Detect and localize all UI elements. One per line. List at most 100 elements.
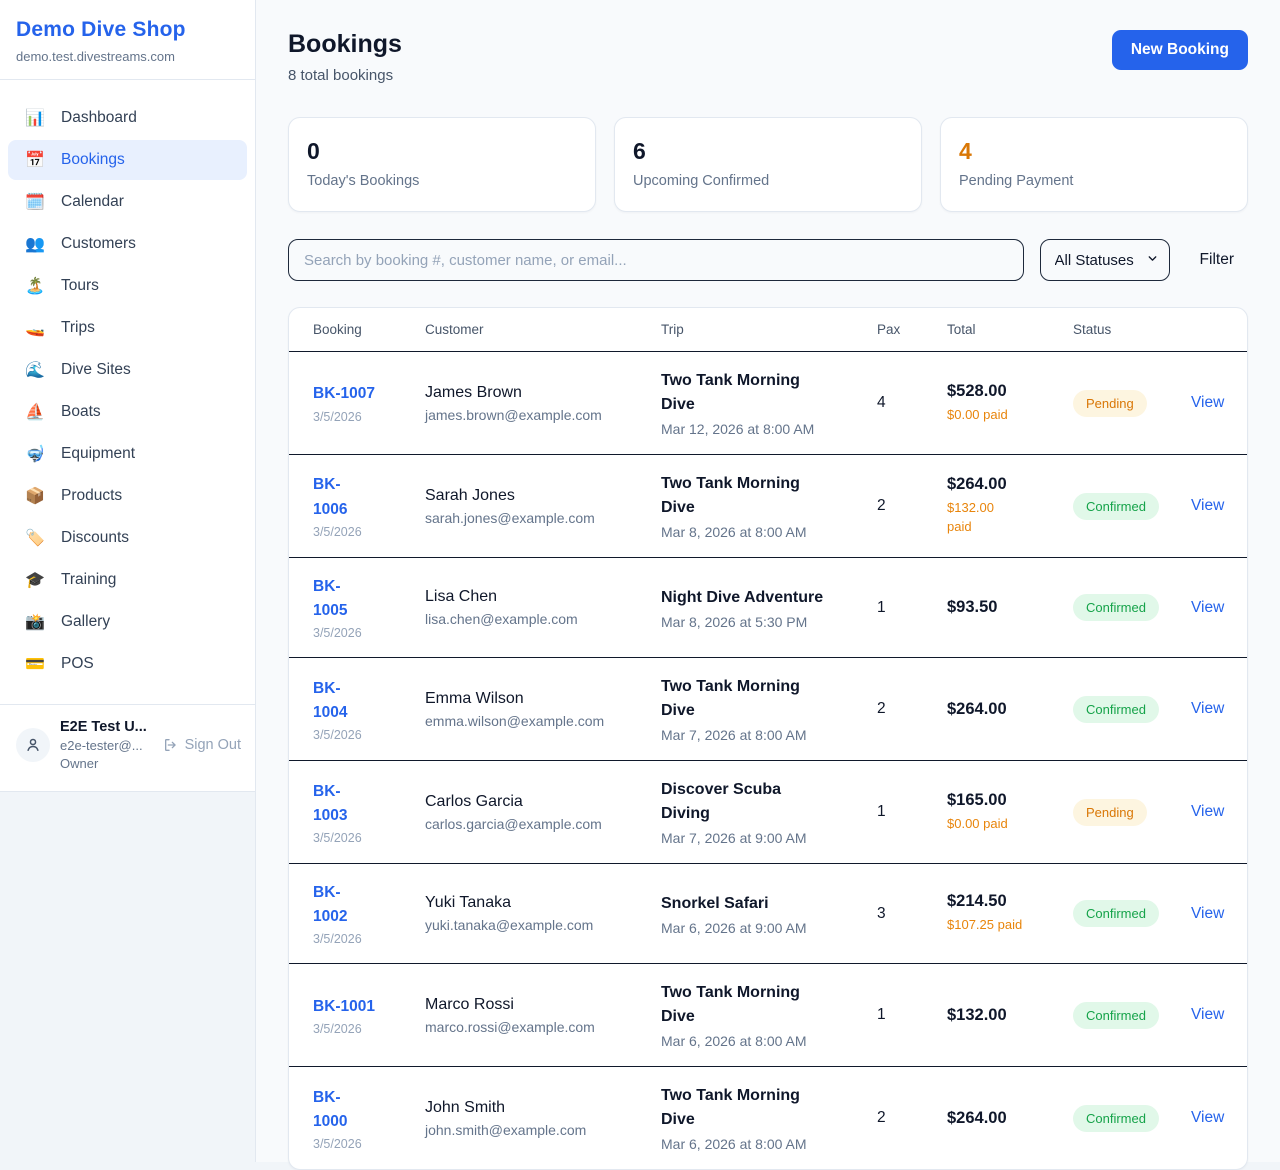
customer-cell: Lisa Chen lisa.chen@example.com <box>425 588 661 627</box>
pax-cell: 1 <box>877 1006 886 1024</box>
status-select[interactable]: All Statuses <box>1039 239 1170 281</box>
customer-name: James Brown <box>425 383 522 401</box>
booking-date: 3/5/2026 <box>313 932 362 947</box>
amount-paid: $0.00 paid <box>947 406 1008 422</box>
bookings-table: Booking Customer Trip Pax Total Status B… <box>288 307 1248 1170</box>
trip-cell: Two Tank Morning Dive Mar 8, 2026 at 8:0… <box>661 472 877 540</box>
sidebar-item-bookings[interactable]: 📅 Bookings <box>8 140 247 180</box>
booking-id-link[interactable]: BK- 1005 <box>313 578 348 620</box>
sidebar-item-products[interactable]: 📦 Products <box>25 487 123 505</box>
customer-cell: Marco Rossi marco.rossi@example.com <box>425 996 661 1035</box>
trip-datetime: Mar 6, 2026 at 9:00 AM <box>661 919 807 936</box>
view-link[interactable]: View <box>1191 700 1225 718</box>
column-header-customer: Customer <box>425 322 484 337</box>
booking-cell: BK- 1000 3/5/2026 <box>313 1086 425 1151</box>
amount-paid: $107.25 paid <box>947 917 1023 933</box>
column-header-status: Status <box>1073 322 1112 337</box>
sign-out-label: Sign Out <box>184 737 241 753</box>
sidebar-item-calendar[interactable]: 🗓️ Calendar <box>25 193 124 211</box>
pax-cell: 1 <box>877 803 886 821</box>
status-select-wrap: All Statuses <box>1039 239 1170 281</box>
stat-label: Upcoming Confirmed <box>633 173 770 189</box>
user-role: Owner <box>60 756 99 771</box>
booking-date: 3/5/2026 <box>313 830 362 845</box>
view-link[interactable]: View <box>1191 394 1225 411</box>
status-badge: Pending <box>1073 798 1147 826</box>
actions-cell: View <box>1191 803 1224 821</box>
total-cell: $264.00 $132.00 paid <box>947 475 1073 537</box>
trip-datetime: Mar 8, 2026 at 5:30 PM <box>661 613 808 630</box>
sidebar-item-pos[interactable]: 💳 POS <box>25 655 94 673</box>
status-cell: Confirmed <box>1073 594 1191 622</box>
pax-cell: 4 <box>877 394 886 411</box>
view-link[interactable]: View <box>1191 803 1225 821</box>
customer-name: John Smith <box>425 1098 506 1116</box>
trip-datetime: Mar 6, 2026 at 8:00 AM <box>661 1136 807 1153</box>
booking-cell: BK- 1004 3/5/2026 <box>313 677 425 742</box>
status-cell: Pending <box>1073 798 1191 826</box>
total-amount: $264.00 <box>947 475 1007 494</box>
booking-id-link[interactable]: BK-1001 <box>313 997 376 1015</box>
page-title: Bookings <box>288 30 402 58</box>
booking-id-link[interactable]: BK- 1000 <box>313 1088 348 1130</box>
sign-out-button[interactable]: Sign Out <box>163 737 241 753</box>
booking-id-link[interactable]: BK- 1002 <box>313 884 348 926</box>
booking-cell: BK- 1003 3/5/2026 <box>313 780 425 845</box>
sidebar-column: Demo Dive Shop demo.test.divestreams.com… <box>0 0 256 1162</box>
trip-cell: Two Tank Morning Dive Mar 6, 2026 at 8:0… <box>661 981 877 1049</box>
search-input[interactable] <box>288 239 1024 281</box>
sidebar-item-customers[interactable]: 👥 Customers <box>25 235 136 253</box>
actions-cell: View <box>1191 497 1224 515</box>
sidebar-item-dashboard[interactable]: 📊 Dashboard <box>25 109 137 127</box>
column-header-trip: Trip <box>661 322 684 337</box>
total-cell: $165.00 $0.00 paid <box>947 791 1073 834</box>
bar-chart-icon: 📊 <box>25 110 45 127</box>
booking-id-link[interactable]: BK-1007 <box>313 385 376 403</box>
spiral-calendar-icon: 🗓️ <box>25 194 45 211</box>
stat-label: Pending Payment <box>959 173 1074 189</box>
new-booking-button[interactable]: New Booking <box>1111 30 1248 70</box>
booking-id-link[interactable]: BK- 1006 <box>313 476 348 518</box>
booking-cell: BK- 1005 3/5/2026 <box>313 575 425 640</box>
sidebar-item-training[interactable]: 🎓 Training <box>25 571 117 589</box>
customer-cell: Carlos Garcia carlos.garcia@example.com <box>425 793 661 832</box>
table-row: BK- 1004 3/5/2026 Emma Wilson emma.wilso… <box>289 658 1247 762</box>
booking-id-link[interactable]: BK- 1003 <box>313 782 348 824</box>
customer-email: emma.wilson@example.com <box>425 712 605 729</box>
booking-date: 3/5/2026 <box>313 524 362 539</box>
trip-name: Two Tank Morning Dive <box>661 984 800 1026</box>
customer-email: john.smith@example.com <box>425 1121 587 1138</box>
customer-cell: Emma Wilson emma.wilson@example.com <box>425 690 661 729</box>
actions-cell: View <box>1191 700 1224 718</box>
status-cell: Pending <box>1073 389 1191 417</box>
total-cell: $528.00 $0.00 paid <box>947 382 1073 425</box>
sidebar-item-trips[interactable]: 🚤 Trips <box>25 319 95 337</box>
trip-name: Two Tank Morning Dive <box>661 475 800 516</box>
view-link[interactable]: View <box>1191 1006 1225 1024</box>
amount-paid: $132.00 paid <box>947 500 994 534</box>
view-link[interactable]: View <box>1191 1109 1225 1127</box>
view-link[interactable]: View <box>1191 904 1225 922</box>
stat-card-pending-payment: 4 Pending Payment <box>940 117 1248 212</box>
sidebar-item-boats[interactable]: ⛵ Boats <box>25 403 101 421</box>
status-badge: Confirmed <box>1073 492 1159 520</box>
filters-row: All Statuses Filter <box>288 239 1248 281</box>
total-amount: $165.00 <box>947 790 1007 809</box>
booking-id-link[interactable]: BK- 1004 <box>313 679 348 721</box>
filter-button[interactable]: Filter <box>1186 251 1248 269</box>
column-header-pax: Pax <box>877 322 901 337</box>
sidebar-item-dive-sites[interactable]: 🌊 Dive Sites <box>25 361 131 379</box>
user-block: E2E Test U... e2e-tester@... Owner Sign … <box>0 704 255 787</box>
status-cell: Confirmed <box>1073 1001 1191 1029</box>
island-icon: 🏝️ <box>25 278 45 295</box>
view-link[interactable]: View <box>1191 598 1225 616</box>
sidebar-item-discounts[interactable]: 🏷️ Discounts <box>25 529 130 547</box>
view-link[interactable]: View <box>1191 497 1225 514</box>
sidebar-item-gallery[interactable]: 📸 Gallery <box>25 613 111 631</box>
sidebar-item-tours[interactable]: 🏝️ Tours <box>25 277 99 295</box>
shop-name: Demo Dive Shop <box>16 18 186 41</box>
sidebar: Demo Dive Shop demo.test.divestreams.com… <box>0 0 255 792</box>
total-amount: $264.00 <box>947 699 1007 718</box>
stat-label: Today's Bookings <box>307 173 420 189</box>
sidebar-item-equipment[interactable]: 🤿 Equipment <box>25 445 136 463</box>
